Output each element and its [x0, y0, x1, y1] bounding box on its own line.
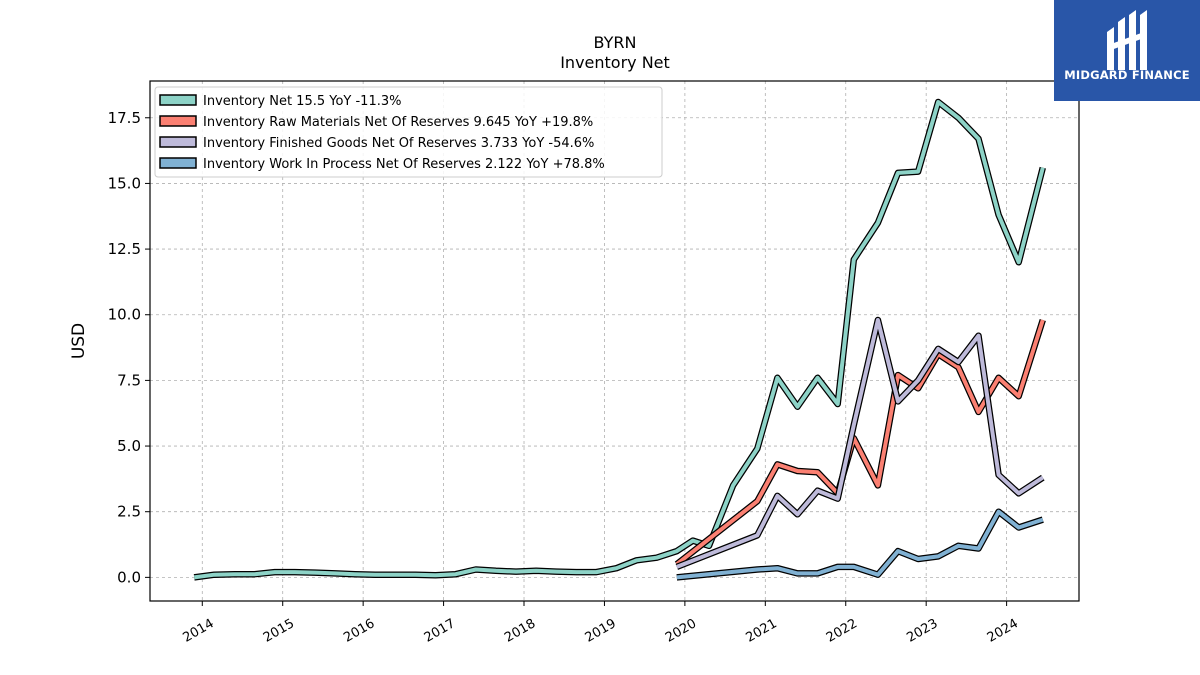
legend-label-1: Inventory Raw Materials Net Of Reserves … [203, 115, 593, 130]
legend-swatch-0 [159, 94, 197, 106]
logo-text: MIDGARD FINANCE [1064, 68, 1190, 82]
y-tick-label: 15.0 [108, 174, 141, 192]
y-tick-label: 0.0 [117, 568, 141, 586]
y-tick-label: 5.0 [117, 437, 141, 455]
y-tick-label: 17.5 [108, 109, 141, 127]
x-tick-label: 2024 [985, 616, 1021, 646]
plot-frame [149, 80, 1080, 602]
series-line-0 [193, 100, 1045, 580]
x-tick-label: 2017 [422, 616, 458, 646]
legend-label-2: Inventory Finished Goods Net Of Reserves… [203, 136, 594, 151]
legend-swatch-1 [159, 115, 197, 127]
y-tick-label: 12.5 [108, 240, 141, 258]
y-axis-label: USD [69, 323, 89, 359]
x-tick-label: 2016 [341, 616, 377, 646]
legend-label-3: Inventory Work In Process Net Of Reserve… [203, 157, 605, 172]
midgard-finance-logo-icon [1107, 10, 1147, 70]
series-line-2 [676, 318, 1044, 569]
x-tick-label: 2014 [180, 616, 216, 646]
x-tick-label: 2019 [583, 616, 619, 646]
x-tick-label: 2015 [261, 616, 297, 646]
legend-frame [154, 86, 663, 178]
x-tick-label: 2023 [904, 616, 940, 646]
x-tick-label: 2022 [824, 616, 860, 646]
chart-title: BYRN [594, 33, 637, 52]
legend-label-0: Inventory Net 15.5 YoY -11.3% [203, 94, 402, 109]
legend-swatch-2 [159, 136, 197, 148]
series-line-3 [676, 509, 1044, 580]
legend-swatch-3 [159, 157, 197, 169]
x-tick-label: 2021 [743, 616, 779, 646]
y-tick-label: 10.0 [108, 306, 141, 324]
x-tick-label: 2020 [663, 616, 699, 646]
y-tick-label: 2.5 [117, 503, 141, 521]
chart-subtitle: Inventory Net [560, 53, 670, 72]
midgard-finance-logo: MIDGARD FINANCE [1054, 0, 1200, 101]
data-series [193, 98, 1046, 581]
legend: Inventory Net 15.5 YoY -11.3% Inventory R… [154, 86, 663, 178]
x-tick-label: 2018 [502, 616, 538, 646]
y-tick-label: 7.5 [117, 371, 141, 389]
